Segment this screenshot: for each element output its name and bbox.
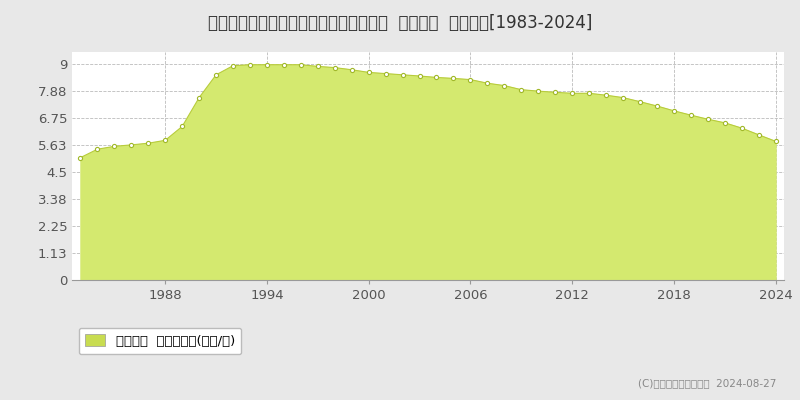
Legend: 地価公示  平均坪単価(万円/坪): 地価公示 平均坪単価(万円/坪) (78, 328, 242, 354)
Text: 栃木県足利市菅田町字東根８６９番１外  地価公示  地価推移[1983-2024]: 栃木県足利市菅田町字東根８６９番１外 地価公示 地価推移[1983-2024] (208, 14, 592, 32)
Text: (C)土地価格ドットコム  2024-08-27: (C)土地価格ドットコム 2024-08-27 (638, 378, 776, 388)
